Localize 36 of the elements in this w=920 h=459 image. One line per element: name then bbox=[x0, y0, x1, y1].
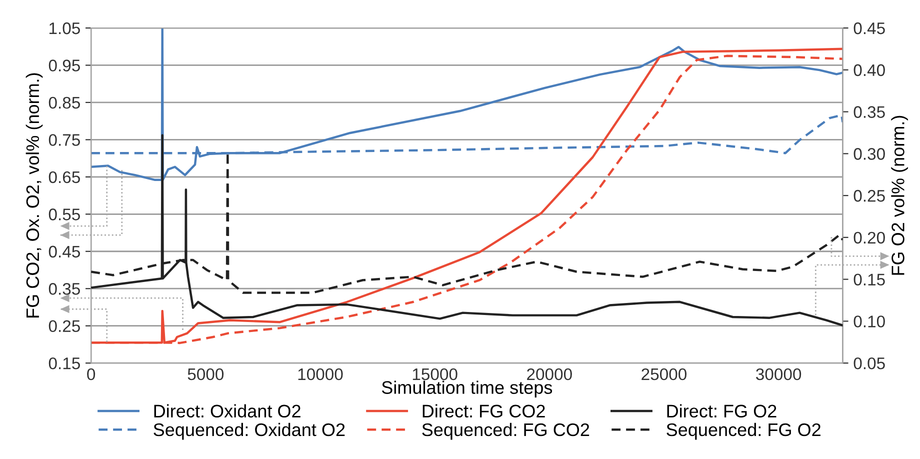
line-series bbox=[91, 134, 843, 326]
x-tick-label: 15000 bbox=[412, 368, 458, 380]
y-axis-title: FG CO2, Ox. O2, vol% (norm.) bbox=[26, 73, 43, 318]
y-tick-label: 0.65 bbox=[48, 171, 80, 184]
y-tick-label: 0.35 bbox=[48, 283, 80, 295]
y2-axis-title: FG O2 vol% (norm.) bbox=[891, 116, 908, 275]
legend-label: Sequenced: FG CO2 bbox=[422, 422, 590, 440]
legend-label: Sequenced: FG O2 bbox=[666, 422, 820, 440]
x-tick-label: 5000 bbox=[188, 368, 224, 380]
y-tick-label: 1.05 bbox=[50, 22, 80, 34]
y2-tick-label: 0.10 bbox=[854, 316, 885, 328]
x-tick-label: 20000 bbox=[527, 368, 572, 380]
y2-tick-label: 0.30 bbox=[854, 148, 885, 160]
x-tick-label: 10000 bbox=[298, 368, 343, 380]
legend-label: Direct: Oxidant O2 bbox=[154, 404, 300, 418]
y-tick-label: 0.45 bbox=[48, 246, 80, 258]
y-tick-label: 0.15 bbox=[48, 357, 80, 370]
y-tick-label: 0.55 bbox=[48, 208, 80, 220]
y-tick-label: 0.95 bbox=[48, 60, 80, 72]
x-tick-label: 30000 bbox=[756, 368, 802, 380]
y2-tick-label: 0.35 bbox=[854, 106, 885, 118]
x-tick-label: 0 bbox=[87, 368, 96, 380]
y-tick-label: 0.25 bbox=[48, 320, 80, 332]
y2-tick-label: 0.05 bbox=[854, 357, 885, 370]
y-tick-label: 0.85 bbox=[48, 96, 80, 109]
y-tick-label: 0.75 bbox=[48, 134, 80, 146]
y2-tick-label: 0.40 bbox=[854, 64, 885, 76]
x-tick-label: 25000 bbox=[642, 368, 686, 380]
y2-tick-label: 0.25 bbox=[854, 190, 885, 202]
y2-tick-label: 0.45 bbox=[854, 22, 885, 34]
x-axis-title: Simulation time steps bbox=[382, 380, 552, 398]
legend-label: Direct: FG O2 bbox=[667, 404, 776, 418]
y2-tick-label: 0.15 bbox=[854, 274, 885, 286]
y2-tick-label: 0.20 bbox=[854, 232, 885, 244]
legend-label: Sequenced: Oxidant O2 bbox=[154, 422, 345, 440]
legend-label: Direct: FG CO2 bbox=[422, 404, 545, 418]
